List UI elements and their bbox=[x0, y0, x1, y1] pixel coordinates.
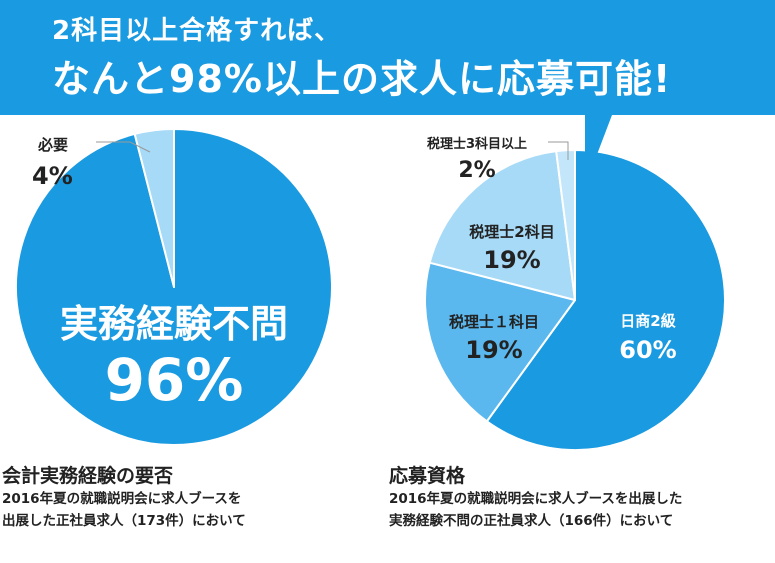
pie1-slice-required bbox=[133, 128, 175, 288]
pie2-slice-zeirishi-1 bbox=[424, 261, 576, 423]
pie1-value-no-experience: 96% bbox=[105, 346, 244, 414]
pie1-value-required: 4% bbox=[32, 162, 73, 190]
pie2-value-zeirishi-3plus: 2% bbox=[458, 158, 495, 183]
pie1-label-required: 必要 bbox=[37, 136, 68, 154]
headline-line-2: なんと98%以上の求人に応募可能! bbox=[52, 57, 672, 101]
pie2-label-zeirishi-2: 税理士2科目 bbox=[469, 223, 554, 241]
chart1-subtitle-line-1: 2016年夏の就職説明会に求人ブースを bbox=[2, 491, 242, 507]
pie2-leader-line bbox=[548, 141, 569, 160]
pie2-slice-zeirishi-3plus bbox=[555, 148, 576, 301]
chart2-subtitle-line-1: 2016年夏の就職説明会に求人ブースを出展した bbox=[389, 491, 683, 507]
pie2-slice-nissho-2kyu bbox=[485, 149, 726, 451]
pie2-slice-zeirishi-2 bbox=[428, 150, 576, 301]
pie1-leader-line bbox=[96, 141, 151, 153]
pie2-value-zeirishi-1: 19% bbox=[465, 336, 522, 364]
pie1-label-no-experience: 実務経験不問 bbox=[60, 302, 288, 346]
chart2-subtitle-line-2: 実務経験不問の正社員求人（166件）において bbox=[389, 513, 674, 529]
pie2-label-nissho-2kyu: 日商2級 bbox=[620, 312, 675, 330]
pie2-label-zeirishi-3plus: 税理士3科目以上 bbox=[427, 136, 527, 152]
pie2-value-nissho-2kyu: 60% bbox=[619, 336, 676, 364]
headline-line-1: 2科目以上合格すれば、 bbox=[52, 16, 342, 46]
pie2-value-zeirishi-2: 19% bbox=[483, 246, 540, 274]
headline-banner bbox=[0, 0, 775, 186]
pie2-label-zeirishi-1: 税理士１科目 bbox=[449, 313, 539, 331]
chart1-subtitle-line-2: 出展した正社員求人（173件）において bbox=[2, 513, 246, 529]
chart1-title: 会計実務経験の要否 bbox=[2, 465, 174, 487]
pie-chart-qualification bbox=[424, 148, 726, 451]
chart2-title: 応募資格 bbox=[389, 465, 466, 487]
pie-chart-experience bbox=[14, 128, 333, 446]
